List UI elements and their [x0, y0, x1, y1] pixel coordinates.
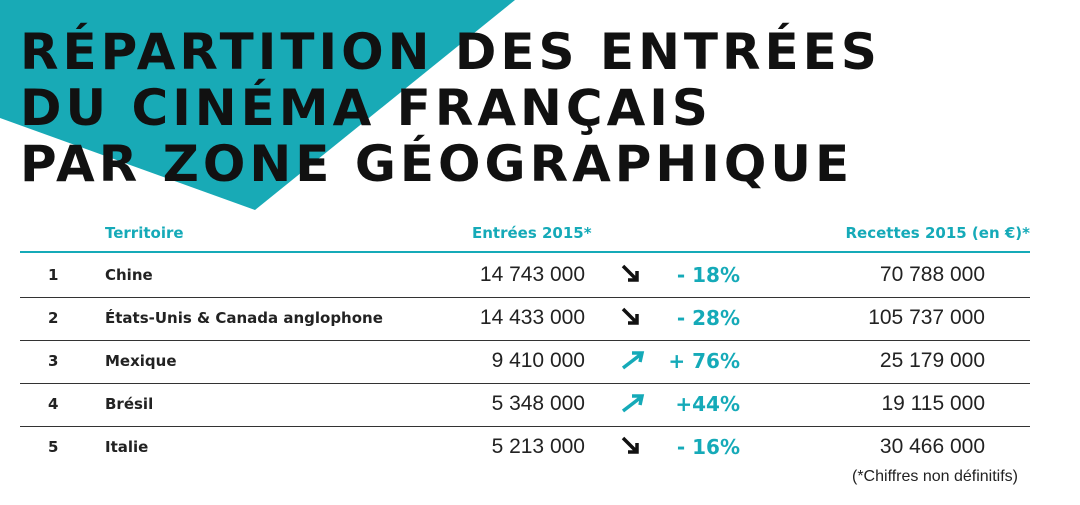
title-line: DU CINÉMA FRANÇAIS: [20, 79, 712, 137]
table-cell: 2: [48, 309, 59, 327]
trend-arrow: [620, 435, 642, 461]
table-cell: 70 788 000: [879, 263, 985, 286]
table-cell: 19 115 000: [881, 392, 985, 415]
table-cell: États-Unis & Canada anglophone: [105, 309, 383, 327]
table-cell: Brésil: [105, 395, 154, 413]
trend-arrow: [620, 349, 646, 375]
table-cell: 5 213 000: [491, 435, 585, 458]
title-line: PAR ZONE GÉOGRAPHIQUE: [20, 135, 854, 193]
trend-arrow: [620, 263, 642, 289]
trend-arrow: [620, 392, 646, 418]
footnote: (*Chiffres non définitifs): [852, 468, 1018, 485]
table-cell: Mexique: [105, 352, 177, 370]
table-cell: 4: [48, 395, 59, 413]
column-header: Territoire: [105, 224, 184, 242]
table-cell: 14 743 000: [479, 263, 585, 286]
trend-arrow: [620, 306, 642, 332]
table-cell: +44%: [675, 392, 740, 416]
table-cell: 3: [48, 352, 59, 370]
table-cell: 25 179 000: [879, 349, 985, 372]
title-line: RÉPARTITION DES ENTRÉES: [20, 23, 881, 81]
table-cell: 5: [48, 438, 59, 456]
table-cell: - 28%: [676, 306, 740, 330]
table-cell: 5 348 000: [491, 392, 585, 415]
table-cell: Italie: [105, 438, 149, 456]
table-cell: - 16%: [676, 435, 740, 459]
row-rule: [20, 383, 1030, 384]
table-cell: 9 410 000: [491, 349, 585, 372]
column-header: Recettes 2015 (en €)*: [845, 224, 1031, 242]
row-rule: [20, 340, 1030, 341]
table-cell: 1: [48, 266, 59, 284]
row-rule: [20, 297, 1030, 298]
table-cell: Chine: [105, 266, 153, 284]
row-rule: [20, 426, 1030, 427]
table-cell: - 18%: [676, 263, 740, 287]
table-cell: 30 466 000: [879, 435, 985, 458]
table-cell: + 76%: [668, 349, 740, 373]
table-cell: 105 737 000: [868, 306, 985, 329]
table-cell: 14 433 000: [479, 306, 585, 329]
column-header: Entrées 2015*: [472, 224, 592, 242]
header-rule: [20, 251, 1030, 253]
teal-banner: [0, 0, 515, 210]
